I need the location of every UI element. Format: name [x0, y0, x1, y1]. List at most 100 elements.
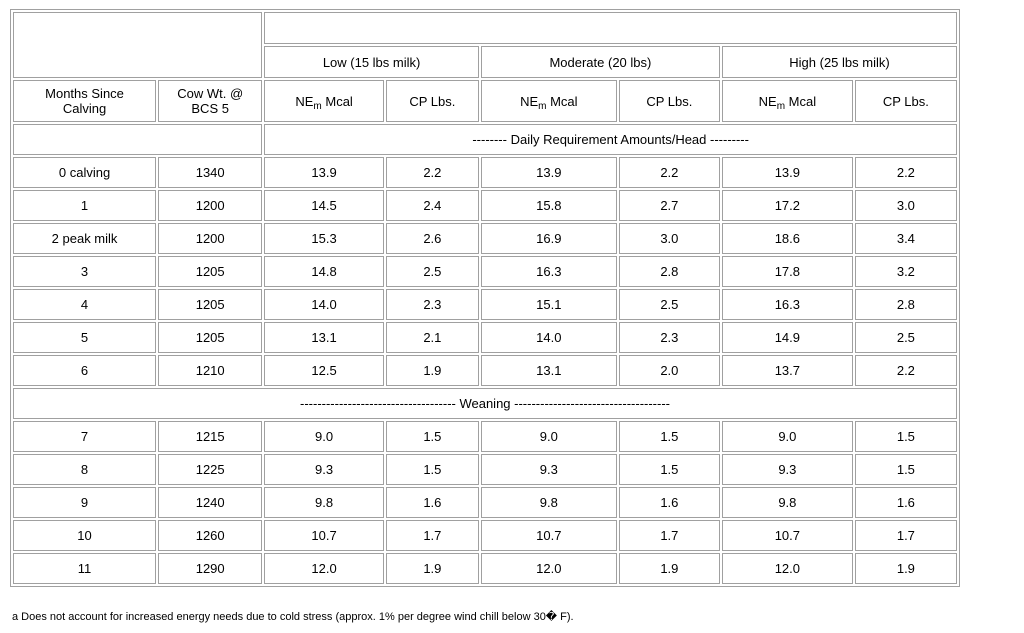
table-row: 11 1290 12.0 1.9 12.0 1.9 12.0 1.9: [13, 553, 957, 584]
cell-month: 10: [13, 520, 157, 551]
table-row: 4 1205 14.0 2.3 15.1 2.5 16.3 2.8: [13, 289, 957, 320]
cell-high-nem: 18.6: [721, 223, 853, 254]
table-row: 9 1240 9.8 1.6 9.8 1.6 9.8 1.6: [13, 487, 957, 518]
cell-high-cp: 2.2: [854, 355, 957, 386]
nem-subscript: m: [313, 100, 322, 112]
cell-low-nem: 13.9: [264, 157, 384, 188]
banner-row-daily: -------- Daily Requirement Amounts/Head …: [13, 124, 957, 155]
cell-low-nem: 12.5: [264, 355, 384, 386]
header-top-blank-cell: [264, 12, 957, 44]
cell-mod-cp: 2.2: [618, 157, 720, 188]
header-row-columns: Months Since Calving Cow Wt. @ BCS 5 NEm…: [13, 80, 957, 122]
cell-low-cp: 1.9: [385, 553, 479, 584]
cell-high-cp: 2.2: [854, 157, 957, 188]
table-row: 5 1205 13.1 2.1 14.0 2.3 14.9 2.5: [13, 322, 957, 353]
cell-high-nem: 13.9: [721, 157, 853, 188]
cell-month: 0 calving: [13, 157, 157, 188]
cell-high-nem: 9.8: [721, 487, 853, 518]
cell-mod-nem: 9.0: [480, 421, 617, 452]
cell-month: 4: [13, 289, 157, 320]
banner-row-weaning: ------------------------------------ Wea…: [13, 388, 957, 419]
col-header-high-cp: CP Lbs.: [854, 80, 957, 122]
nem-label: NE: [295, 93, 314, 109]
cell-mod-nem: 12.0: [480, 553, 617, 584]
col-header-months: Months Since Calving: [13, 80, 157, 122]
banner-daily-requirement: -------- Daily Requirement Amounts/Head …: [264, 124, 957, 155]
cell-high-cp: 1.5: [854, 421, 957, 452]
header-corner-cell: [13, 12, 263, 78]
cell-month: 5: [13, 322, 157, 353]
cell-high-nem: 12.0: [721, 553, 853, 584]
nem-label: NE: [520, 93, 539, 109]
cell-high-cp: 1.6: [854, 487, 957, 518]
cell-mod-nem: 13.9: [480, 157, 617, 188]
banner-weaning: ------------------------------------ Wea…: [13, 388, 957, 419]
cell-high-cp: 2.8: [854, 289, 957, 320]
cell-high-cp: 3.4: [854, 223, 957, 254]
cell-low-cp: 2.2: [385, 157, 479, 188]
col-header-moderate-cp: CP Lbs.: [618, 80, 720, 122]
cell-low-nem: 10.7: [264, 520, 384, 551]
cell-mod-cp: 2.5: [618, 289, 720, 320]
header-row-groups: Low (15 lbs milk) Moderate (20 lbs) High…: [13, 46, 957, 78]
cell-high-nem: 16.3: [721, 289, 853, 320]
cell-month: 9: [13, 487, 157, 518]
cell-wt: 1205: [158, 322, 263, 353]
group-high-header: High (25 lbs milk): [721, 46, 957, 78]
cell-mod-cp: 1.7: [618, 520, 720, 551]
cell-mod-cp: 2.7: [618, 190, 720, 221]
col-header-cow-wt: Cow Wt. @ BCS 5: [158, 80, 263, 122]
cell-high-nem: 14.9: [721, 322, 853, 353]
cell-wt: 1340: [158, 157, 263, 188]
cell-low-nem: 9.8: [264, 487, 384, 518]
cell-low-cp: 2.1: [385, 322, 479, 353]
nem-unit: Mcal: [785, 93, 817, 109]
cell-month: 8: [13, 454, 157, 485]
cell-mod-nem: 10.7: [480, 520, 617, 551]
cell-mod-nem: 16.3: [480, 256, 617, 287]
cell-wt: 1225: [158, 454, 263, 485]
requirements-table: Low (15 lbs milk) Moderate (20 lbs) High…: [10, 9, 960, 587]
cell-mod-nem: 13.1: [480, 355, 617, 386]
cell-high-cp: 1.5: [854, 454, 957, 485]
cell-low-nem: 9.3: [264, 454, 384, 485]
cell-high-cp: 2.5: [854, 322, 957, 353]
requirements-table-wrapper: Low (15 lbs milk) Moderate (20 lbs) High…: [10, 9, 960, 587]
cell-high-nem: 9.3: [721, 454, 853, 485]
cell-low-cp: 1.5: [385, 454, 479, 485]
cell-high-nem: 17.2: [721, 190, 853, 221]
table-row: 1 1200 14.5 2.4 15.8 2.7 17.2 3.0: [13, 190, 957, 221]
cell-mod-nem: 15.8: [480, 190, 617, 221]
cell-mod-cp: 2.8: [618, 256, 720, 287]
cell-low-nem: 13.1: [264, 322, 384, 353]
cell-low-cp: 2.5: [385, 256, 479, 287]
col-header-high-nem: NEm Mcal: [721, 80, 853, 122]
cell-low-cp: 2.4: [385, 190, 479, 221]
cell-mod-cp: 2.3: [618, 322, 720, 353]
col-header-low-nem: NEm Mcal: [264, 80, 384, 122]
header-row-top: [13, 12, 957, 78]
cell-low-cp: 1.9: [385, 355, 479, 386]
cell-month: 7: [13, 421, 157, 452]
cell-mod-cp: 1.6: [618, 487, 720, 518]
cell-low-cp: 1.7: [385, 520, 479, 551]
cell-wt: 1200: [158, 223, 263, 254]
cell-wt: 1205: [158, 256, 263, 287]
cell-low-cp: 1.6: [385, 487, 479, 518]
cell-high-nem: 13.7: [721, 355, 853, 386]
cell-month: 1: [13, 190, 157, 221]
cell-wt: 1205: [158, 289, 263, 320]
table-row: 10 1260 10.7 1.7 10.7 1.7 10.7 1.7: [13, 520, 957, 551]
cell-high-cp: 1.7: [854, 520, 957, 551]
footnote: a Does not account for increased energy …: [12, 611, 574, 623]
cell-high-nem: 10.7: [721, 520, 853, 551]
cell-low-nem: 15.3: [264, 223, 384, 254]
table-row: 3 1205 14.8 2.5 16.3 2.8 17.8 3.2: [13, 256, 957, 287]
cell-mod-nem: 14.0: [480, 322, 617, 353]
nem-unit: Mcal: [321, 93, 353, 109]
cell-low-cp: 2.3: [385, 289, 479, 320]
cell-mod-cp: 1.5: [618, 421, 720, 452]
cell-month: 11: [13, 553, 157, 584]
cell-low-cp: 2.6: [385, 223, 479, 254]
table-row: 8 1225 9.3 1.5 9.3 1.5 9.3 1.5: [13, 454, 957, 485]
